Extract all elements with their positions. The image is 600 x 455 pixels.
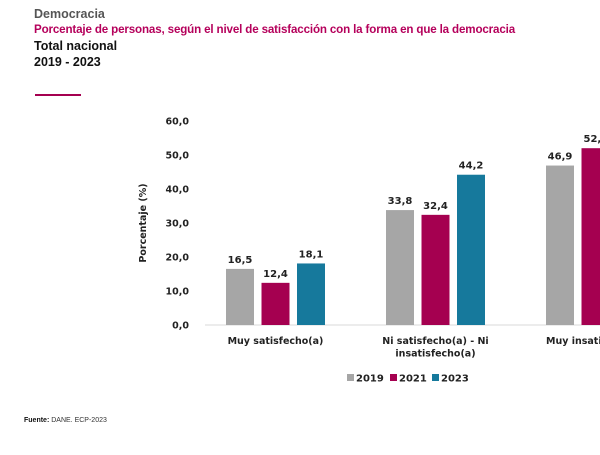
- y-tick-label: 20,0: [166, 253, 190, 264]
- data-label: 32,4: [423, 201, 448, 212]
- y-tick-label: 0,0: [172, 321, 189, 332]
- y-tick-label: 60,0: [166, 117, 190, 128]
- chart-years: 2019 - 2023: [34, 55, 101, 69]
- data-label: 33,8: [388, 196, 413, 207]
- bar-2023: [457, 174, 485, 325]
- y-tick-label: 30,0: [166, 219, 190, 230]
- bar-2023: [297, 263, 325, 325]
- category-label: Muy satisfecho(a): [228, 336, 324, 347]
- legend-swatch-2023: [432, 374, 439, 381]
- y-tick-label: 40,0: [166, 185, 190, 196]
- data-label: 16,5: [228, 255, 253, 266]
- legend-swatch-2021: [390, 374, 397, 381]
- bar-2021: [421, 214, 450, 325]
- legend-label: 2023: [441, 374, 469, 385]
- source-label: Fuente:: [24, 417, 50, 424]
- chart-header: Democracia Porcentaje de personas, según…: [34, 6, 596, 70]
- accent-rule: [35, 94, 81, 96]
- y-tick-label: 10,0: [166, 287, 190, 298]
- data-label: 12,4: [263, 269, 288, 280]
- source-text: DANE. ECP-2023: [51, 417, 107, 424]
- data-label: 18,1: [299, 249, 324, 260]
- source-note: Fuente: DANE. ECP-2023: [24, 417, 107, 424]
- bar-2019: [226, 268, 254, 325]
- category-label: Ni satisfecho(a) - Ni: [382, 336, 488, 347]
- bar-2019: [546, 165, 574, 325]
- data-label: 52,: [584, 134, 600, 145]
- chart-title: Porcentaje de personas, según el nivel d…: [34, 23, 516, 36]
- bar-2021: [261, 282, 290, 325]
- category-label: insatisfecho(a): [395, 349, 475, 360]
- chart-subtitle: Total nacional: [34, 39, 118, 53]
- category-label: Muy insatis: [546, 336, 600, 347]
- y-axis-label: Porcentaje (%): [138, 183, 149, 262]
- data-label: 46,9: [548, 152, 573, 163]
- bar-2021: [581, 148, 600, 325]
- legend-swatch-2019: [347, 374, 354, 381]
- bar-2019: [386, 210, 414, 325]
- y-tick-label: 50,0: [166, 151, 190, 162]
- legend-label: 2019: [356, 374, 384, 385]
- data-label: 44,2: [459, 161, 484, 172]
- legend-label: 2021: [399, 374, 427, 385]
- section-title: Democracia: [34, 7, 105, 21]
